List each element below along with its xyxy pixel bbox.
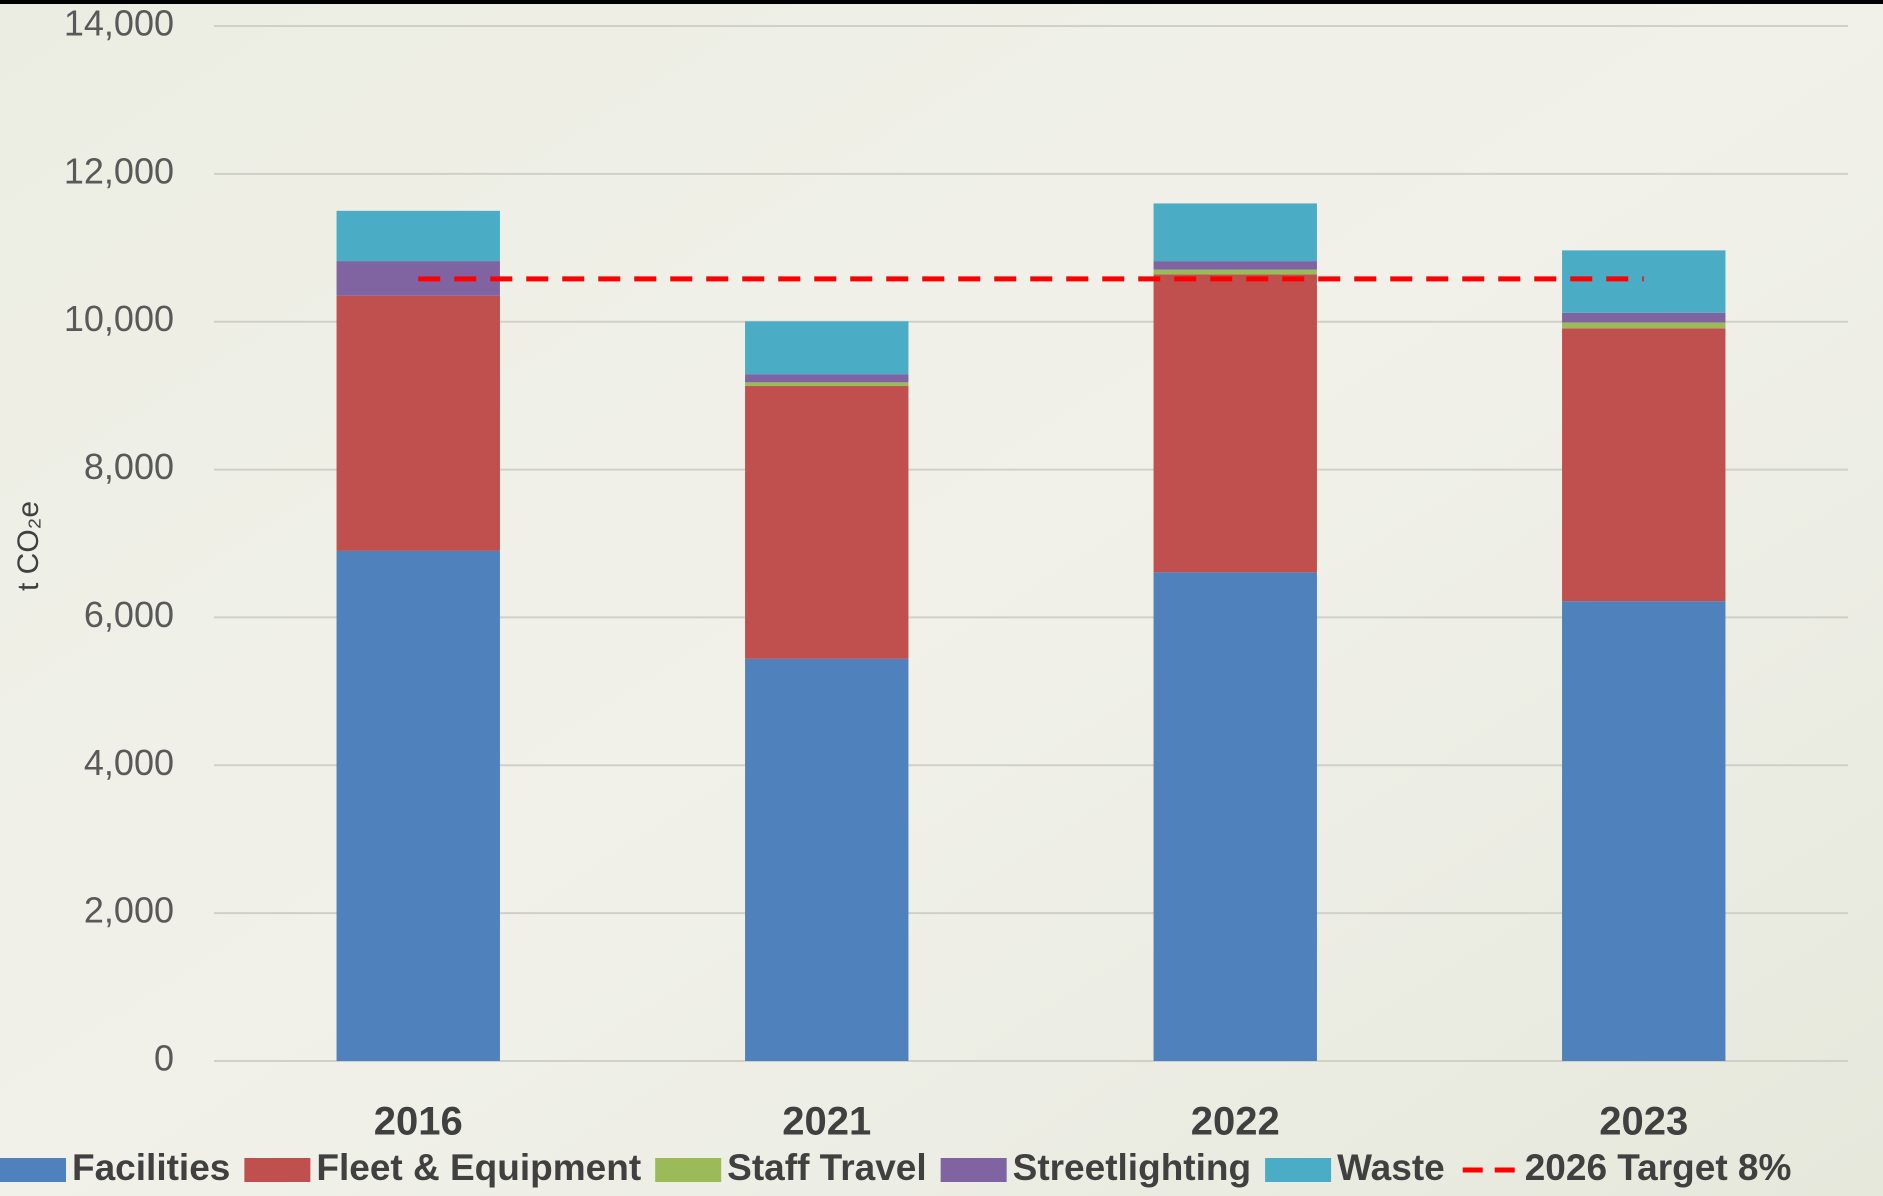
bar-segment bbox=[1153, 274, 1317, 573]
legend-swatch bbox=[940, 1158, 1007, 1182]
y-axis-label: t CO₂e bbox=[12, 501, 45, 591]
bar-segment bbox=[1153, 269, 1317, 275]
legend-label: Staff Travel bbox=[727, 1147, 926, 1188]
bar-segment bbox=[336, 550, 500, 1061]
bar-segment bbox=[1562, 322, 1726, 329]
legend-swatch bbox=[1265, 1158, 1332, 1182]
x-tick-label: 2023 bbox=[1599, 1100, 1688, 1144]
top-border bbox=[0, 0, 1883, 4]
y-tick-label: 12,000 bbox=[64, 150, 174, 191]
bar-segment bbox=[745, 374, 909, 383]
legend-label: Streetlighting bbox=[1013, 1147, 1251, 1188]
bar-segment bbox=[745, 386, 909, 659]
x-tick-label: 2021 bbox=[782, 1100, 871, 1144]
y-tick-label: 0 bbox=[154, 1038, 174, 1079]
y-tick-label: 2,000 bbox=[84, 890, 174, 931]
legend-label: Waste bbox=[1337, 1147, 1445, 1188]
legend-swatch bbox=[0, 1158, 66, 1182]
y-tick-label: 14,000 bbox=[64, 3, 174, 44]
legend-label: Fleet & Equipment bbox=[316, 1147, 641, 1188]
x-tick-label: 2022 bbox=[1191, 1100, 1280, 1144]
bar-segment bbox=[745, 321, 909, 375]
bar-segment bbox=[1562, 250, 1726, 313]
bar-segment bbox=[1562, 312, 1726, 323]
bar-segment bbox=[1153, 261, 1317, 270]
y-tick-label: 10,000 bbox=[64, 298, 174, 339]
bar-segment bbox=[336, 295, 500, 551]
legend-label: 2026 Target 8% bbox=[1525, 1147, 1792, 1188]
x-tick-label: 2016 bbox=[374, 1100, 463, 1144]
bar-segment bbox=[1562, 601, 1726, 1061]
bar-segment bbox=[1153, 572, 1317, 1061]
legend-label: Facilities bbox=[72, 1147, 230, 1188]
bar-segment bbox=[1562, 328, 1726, 602]
legend-swatch bbox=[244, 1158, 311, 1182]
legend-swatch bbox=[655, 1158, 722, 1182]
y-tick-label: 6,000 bbox=[84, 594, 174, 635]
bar-segment bbox=[745, 658, 909, 1061]
y-tick-label: 8,000 bbox=[84, 446, 174, 487]
bar-segment bbox=[1153, 203, 1317, 262]
bar-segment bbox=[336, 210, 500, 262]
y-tick-label: 4,000 bbox=[84, 742, 174, 783]
bar-segment bbox=[745, 382, 909, 387]
